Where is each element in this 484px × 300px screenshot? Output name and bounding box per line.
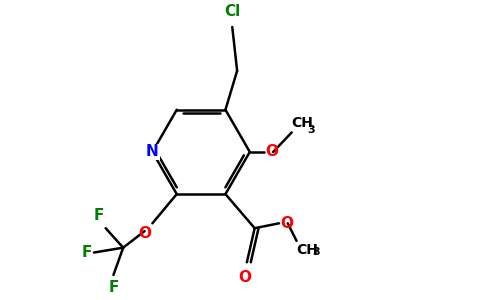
- Text: O: O: [138, 226, 151, 241]
- Text: F: F: [82, 245, 92, 260]
- Text: CH: CH: [297, 243, 318, 257]
- Text: O: O: [239, 270, 251, 285]
- Text: F: F: [93, 208, 104, 223]
- Text: N: N: [146, 144, 159, 159]
- Text: O: O: [265, 144, 278, 159]
- Text: 3: 3: [312, 247, 320, 257]
- Text: Cl: Cl: [224, 4, 241, 19]
- Text: F: F: [108, 280, 119, 295]
- Text: 3: 3: [307, 125, 315, 135]
- Text: CH: CH: [292, 116, 314, 130]
- Text: O: O: [280, 216, 293, 231]
